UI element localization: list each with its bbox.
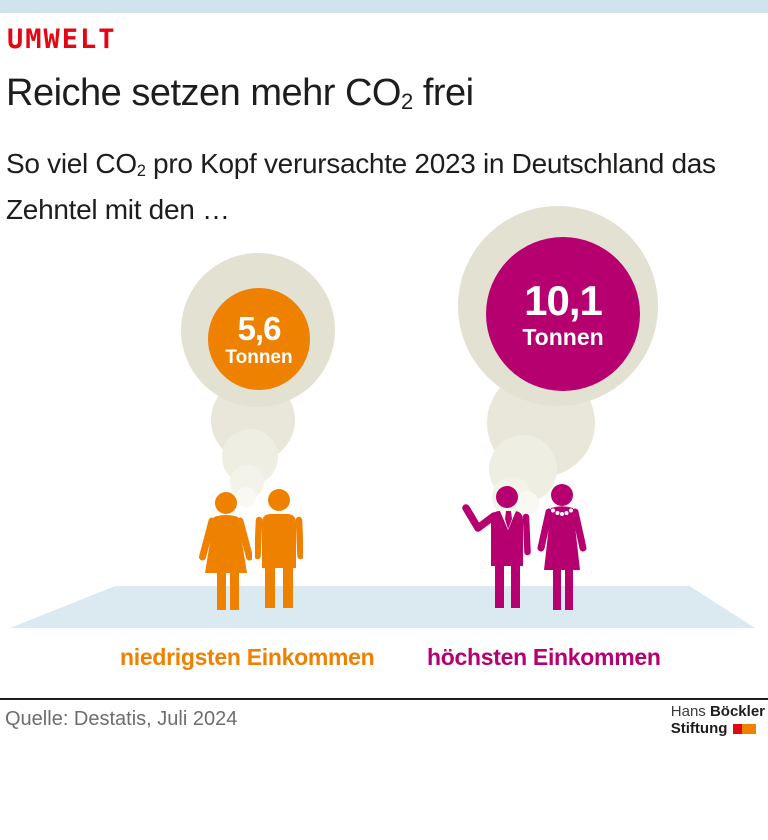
right-value-circle: 10,1 Tonnen [486,237,640,391]
logo-stiftung-line: Stiftung [671,720,765,737]
top-accent-bar [0,0,768,13]
subtitle-line-2: Zehntel mit den … [6,194,230,225]
footer-divider [0,698,768,700]
logo-name-bold: Böckler [709,703,765,720]
title-subscript: 2 [401,88,413,114]
right-category-label: höchsten Einkommen [427,644,661,670]
chart-scene: 5,6 Tonnen 10,1 Tonnen [9,206,755,670]
left-trail-bubble-4 [236,487,256,507]
person-woman-pearls-magenta-icon [537,484,587,610]
person-man-suit-magenta-icon [462,486,531,608]
left-value: 5,6 [237,309,282,347]
person-man-orange-icon [255,489,303,608]
logo-orange-swatch-icon [742,724,757,734]
subtitle-text-post: pro Kopf verursachte 2023 in Deutschland… [145,148,716,179]
subtitle-subscript: 2 [136,161,146,180]
right-trail-bubble-4 [515,491,539,515]
person-woman-orange-icon [199,492,252,610]
title-text-post: frei [412,72,474,114]
page-title: Reiche setzen mehr CO2 frei [6,72,474,115]
source-note: Quelle: Destatis, Juli 2024 [5,708,238,730]
subtitle-line-1: So viel CO2 pro Kopf verursachte 2023 in… [6,143,716,189]
logo-name-regular: Hans [670,703,706,720]
subtitle-text-pre: So viel CO [6,148,137,179]
logo-red-swatch-icon [733,724,743,734]
right-value: 10,1 [524,276,603,324]
left-unit: Tonnen [225,346,293,368]
logo-name-line: Hans Böckler [671,703,765,720]
hans-boeckler-stiftung-logo: Hans Böckler Stiftung [671,703,765,737]
left-category-label: niedrigsten Einkommen [120,644,375,670]
category-kicker: UMWELT [7,24,117,55]
left-value-circle: 5,6 Tonnen [208,288,310,390]
right-unit: Tonnen [522,323,604,350]
subtitle: So viel CO2 pro Kopf verursachte 2023 in… [6,143,716,231]
floor-platform [9,586,755,628]
title-text-pre: Reiche setzen mehr CO [6,72,402,114]
logo-stiftung-text: Stiftung [670,720,728,737]
